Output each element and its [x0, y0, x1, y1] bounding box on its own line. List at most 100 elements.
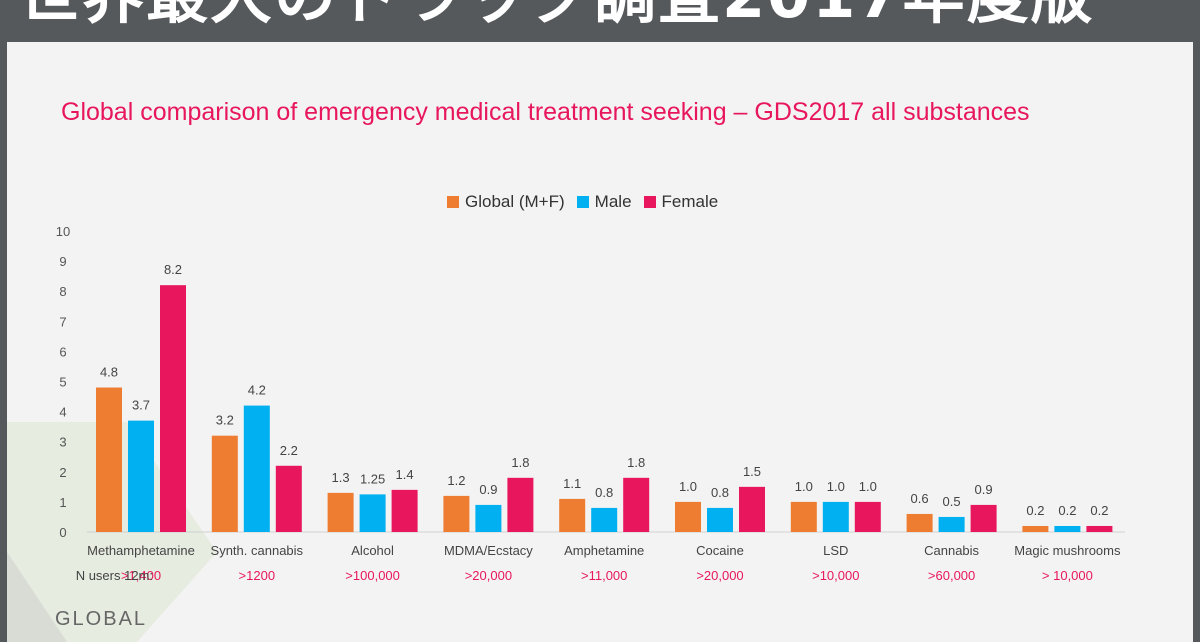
legend-label-global: Global (M+F): [465, 192, 565, 211]
bar-value-label: 1.1: [563, 476, 581, 491]
x-category-label: Magic mushrooms: [1014, 543, 1121, 558]
bar: [275, 465, 302, 532]
bar: [970, 504, 997, 532]
bar-value-label: 0.9: [975, 482, 993, 497]
bar-value-label: 1.2: [447, 473, 465, 488]
bar: [128, 420, 154, 532]
n-users-value: >100,000: [345, 568, 400, 583]
bar: [1086, 525, 1113, 532]
bar-value-label: 1.8: [511, 455, 529, 470]
slide: Global comparison of emergency medical t…: [7, 42, 1193, 642]
bar: [327, 492, 354, 532]
y-tick-label: 5: [59, 375, 66, 390]
bar: [591, 507, 618, 532]
n-users-value: >20,000: [696, 568, 743, 583]
bar-value-label: 3.7: [132, 398, 150, 413]
bar-value-label: 0.2: [1090, 503, 1108, 518]
x-category-label: LSD: [823, 543, 848, 558]
bar-value-label: 0.8: [711, 485, 729, 500]
bar: [739, 486, 765, 532]
x-category-label: MDMA/Ecstacy: [444, 543, 533, 558]
legend-label-male: Male: [594, 192, 632, 211]
bar: [938, 516, 965, 532]
bar-chart: 0 1 2 3 4 5 6 7 8 9 10 4.8 3.7 8.2 Methamphetamine >1,4…: [56, 224, 1125, 583]
bar: [211, 435, 238, 532]
bar-value-label: 8.2: [164, 262, 182, 277]
bar-value-label: 1.4: [396, 467, 414, 482]
y-tick-label: 4: [59, 405, 66, 420]
legend-swatch-male: [576, 196, 589, 208]
banner: 世界最大のドラッグ調査2017年度版: [0, 0, 1200, 42]
bar-value-label: 4.8: [100, 365, 118, 380]
x-category-label: Synth. cannabis: [211, 543, 304, 558]
bar: [707, 507, 733, 532]
chart-legend: Global (M+F) Male Female: [447, 192, 730, 212]
n-users-value: > 10,000: [1042, 568, 1093, 583]
bar-value-label: 1.8: [627, 455, 645, 470]
bar: [559, 498, 586, 532]
bar-value-label: 1.25: [360, 471, 385, 486]
bar-value-label: 2.2: [280, 443, 298, 458]
x-category-label: Alcohol: [351, 543, 394, 558]
bar-value-label: 1.0: [795, 479, 813, 494]
y-tick-label: 1: [59, 495, 66, 510]
n-users-value: >20,000: [465, 568, 512, 583]
bar-value-label: 0.2: [1026, 503, 1044, 518]
legend-swatch-female: [643, 196, 656, 208]
bar-value-label: 0.8: [595, 485, 613, 500]
x-category-label: Amphetamine: [564, 543, 644, 558]
bar-value-label: 0.2: [1058, 503, 1076, 518]
n-users-value: >60,000: [928, 568, 975, 583]
y-tick-label: 8: [59, 284, 66, 299]
bar: [475, 504, 502, 532]
bar: [906, 513, 933, 532]
bar: [507, 477, 534, 532]
y-tick-label: 9: [59, 254, 66, 269]
bar-value-label: 1.0: [859, 479, 877, 494]
bar-value-label: 0.6: [911, 491, 929, 506]
bar: [790, 501, 817, 532]
bar-value-label: 1.0: [827, 479, 845, 494]
x-category-label: Cannabis: [924, 543, 979, 558]
bar: [1022, 525, 1049, 532]
bar: [160, 285, 186, 532]
y-tick-label: 10: [56, 224, 70, 239]
n-users-value: >1,400: [121, 568, 161, 583]
y-tick-label: 7: [59, 314, 66, 329]
bar: [675, 501, 701, 532]
bar: [1054, 525, 1081, 532]
y-tick-label: 3: [59, 435, 66, 450]
bar-value-label: 3.2: [216, 413, 234, 428]
bar: [854, 501, 881, 532]
x-category-label: Cocaine: [696, 543, 744, 558]
x-category-label: Methamphetamine: [87, 543, 195, 558]
legend-label-female: Female: [661, 192, 719, 211]
bar: [822, 501, 849, 532]
bar-value-label: 1.5: [743, 464, 761, 479]
bar-value-label: 1.3: [332, 470, 350, 485]
bar: [96, 387, 122, 532]
chart-title: Global comparison of emergency medical t…: [61, 98, 1030, 126]
y-tick-label: 2: [59, 465, 66, 480]
bar: [443, 495, 470, 532]
bar: [623, 477, 650, 532]
bar: [359, 494, 386, 532]
legend-item-female: Female: [643, 192, 719, 212]
y-tick-label: 6: [59, 344, 66, 359]
y-tick-label: 0: [59, 525, 66, 540]
n-users-value: >1200: [239, 568, 276, 583]
n-users-value: >10,000: [812, 568, 859, 583]
legend-item-male: Male: [576, 192, 632, 212]
bar-value-label: 0.5: [943, 494, 961, 509]
legend-swatch-global: [447, 196, 459, 208]
bar: [391, 489, 418, 532]
bar-value-label: 4.2: [248, 383, 266, 398]
bar-value-label: 0.9: [479, 482, 497, 497]
n-users-label: N users 12m:: [76, 568, 153, 583]
bar: [243, 405, 270, 532]
banner-title: 世界最大のドラッグ調査2017年度版: [18, 0, 1095, 36]
n-users-value: >11,000: [581, 568, 627, 583]
legend-item-global: Global (M+F): [447, 192, 565, 212]
bar-value-label: 1.0: [679, 479, 697, 494]
footer-logo: GLOBAL: [55, 608, 148, 630]
